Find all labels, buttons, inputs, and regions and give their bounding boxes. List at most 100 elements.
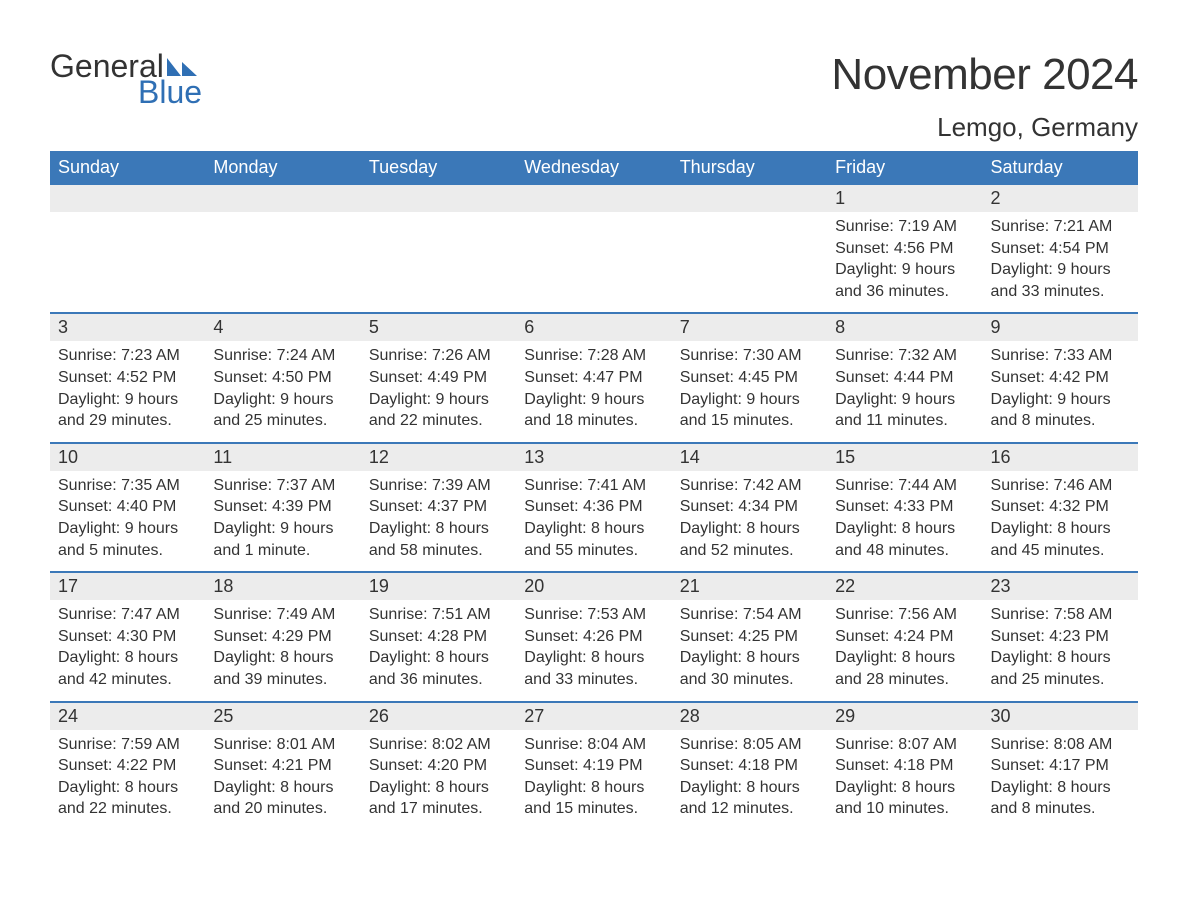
day-details: Sunrise: 7:19 AMSunset: 4:56 PMDaylight:…	[827, 212, 982, 302]
day-number: 30	[983, 703, 1138, 730]
calendar-day: 12Sunrise: 7:39 AMSunset: 4:37 PMDayligh…	[361, 444, 516, 571]
sunset-line: Sunset: 4:56 PM	[835, 238, 974, 260]
sunrise-line: Sunrise: 7:30 AM	[680, 345, 819, 367]
calendar-week: 24Sunrise: 7:59 AMSunset: 4:22 PMDayligh…	[50, 701, 1138, 830]
calendar-day: 21Sunrise: 7:54 AMSunset: 4:25 PMDayligh…	[672, 573, 827, 700]
daylight-line: Daylight: 8 hours and 8 minutes.	[991, 777, 1130, 820]
sunset-line: Sunset: 4:22 PM	[58, 755, 197, 777]
sunset-line: Sunset: 4:54 PM	[991, 238, 1130, 260]
sunrise-line: Sunrise: 8:07 AM	[835, 734, 974, 756]
calendar-day: 9Sunrise: 7:33 AMSunset: 4:42 PMDaylight…	[983, 314, 1138, 441]
day-details: Sunrise: 7:46 AMSunset: 4:32 PMDaylight:…	[983, 471, 1138, 561]
day-number: 17	[50, 573, 205, 600]
sunset-line: Sunset: 4:23 PM	[991, 626, 1130, 648]
day-details: Sunrise: 7:47 AMSunset: 4:30 PMDaylight:…	[50, 600, 205, 690]
calendar-week: 10Sunrise: 7:35 AMSunset: 4:40 PMDayligh…	[50, 442, 1138, 571]
sunset-line: Sunset: 4:50 PM	[213, 367, 352, 389]
day-details: Sunrise: 7:59 AMSunset: 4:22 PMDaylight:…	[50, 730, 205, 820]
weekday-header: Sunday	[50, 151, 205, 185]
calendar-day: 19Sunrise: 7:51 AMSunset: 4:28 PMDayligh…	[361, 573, 516, 700]
day-number: 18	[205, 573, 360, 600]
daylight-line: Daylight: 8 hours and 22 minutes.	[58, 777, 197, 820]
day-details: Sunrise: 7:26 AMSunset: 4:49 PMDaylight:…	[361, 341, 516, 431]
sunrise-line: Sunrise: 7:21 AM	[991, 216, 1130, 238]
calendar: SundayMondayTuesdayWednesdayThursdayFrid…	[50, 151, 1138, 830]
day-details: Sunrise: 8:07 AMSunset: 4:18 PMDaylight:…	[827, 730, 982, 820]
calendar-week: 17Sunrise: 7:47 AMSunset: 4:30 PMDayligh…	[50, 571, 1138, 700]
daylight-line: Daylight: 9 hours and 5 minutes.	[58, 518, 197, 561]
sunset-line: Sunset: 4:52 PM	[58, 367, 197, 389]
sunset-line: Sunset: 4:34 PM	[680, 496, 819, 518]
day-details: Sunrise: 7:35 AMSunset: 4:40 PMDaylight:…	[50, 471, 205, 561]
sunset-line: Sunset: 4:20 PM	[369, 755, 508, 777]
calendar-day: 28Sunrise: 8:05 AMSunset: 4:18 PMDayligh…	[672, 703, 827, 830]
day-number	[361, 185, 516, 212]
daylight-line: Daylight: 8 hours and 48 minutes.	[835, 518, 974, 561]
weekday-header: Saturday	[983, 151, 1138, 185]
sunset-line: Sunset: 4:18 PM	[835, 755, 974, 777]
calendar-day: 25Sunrise: 8:01 AMSunset: 4:21 PMDayligh…	[205, 703, 360, 830]
calendar-day: 2Sunrise: 7:21 AMSunset: 4:54 PMDaylight…	[983, 185, 1138, 312]
day-number	[205, 185, 360, 212]
day-details: Sunrise: 7:33 AMSunset: 4:42 PMDaylight:…	[983, 341, 1138, 431]
day-details: Sunrise: 8:04 AMSunset: 4:19 PMDaylight:…	[516, 730, 671, 820]
sunrise-line: Sunrise: 7:33 AM	[991, 345, 1130, 367]
calendar-day: 13Sunrise: 7:41 AMSunset: 4:36 PMDayligh…	[516, 444, 671, 571]
day-details: Sunrise: 7:56 AMSunset: 4:24 PMDaylight:…	[827, 600, 982, 690]
calendar-day: 27Sunrise: 8:04 AMSunset: 4:19 PMDayligh…	[516, 703, 671, 830]
day-details: Sunrise: 7:28 AMSunset: 4:47 PMDaylight:…	[516, 341, 671, 431]
day-number	[50, 185, 205, 212]
weekday-header: Thursday	[672, 151, 827, 185]
daylight-line: Daylight: 8 hours and 28 minutes.	[835, 647, 974, 690]
day-details: Sunrise: 7:21 AMSunset: 4:54 PMDaylight:…	[983, 212, 1138, 302]
flag-icon	[167, 56, 197, 76]
daylight-line: Daylight: 9 hours and 11 minutes.	[835, 389, 974, 432]
calendar-day: 24Sunrise: 7:59 AMSunset: 4:22 PMDayligh…	[50, 703, 205, 830]
calendar-day: 26Sunrise: 8:02 AMSunset: 4:20 PMDayligh…	[361, 703, 516, 830]
sunset-line: Sunset: 4:18 PM	[680, 755, 819, 777]
day-details: Sunrise: 8:08 AMSunset: 4:17 PMDaylight:…	[983, 730, 1138, 820]
calendar-day: 30Sunrise: 8:08 AMSunset: 4:17 PMDayligh…	[983, 703, 1138, 830]
daylight-line: Daylight: 8 hours and 39 minutes.	[213, 647, 352, 690]
sunset-line: Sunset: 4:19 PM	[524, 755, 663, 777]
day-number: 2	[983, 185, 1138, 212]
sunrise-line: Sunrise: 7:37 AM	[213, 475, 352, 497]
sunrise-line: Sunrise: 7:24 AM	[213, 345, 352, 367]
daylight-line: Daylight: 8 hours and 20 minutes.	[213, 777, 352, 820]
day-number: 21	[672, 573, 827, 600]
day-number: 10	[50, 444, 205, 471]
sunrise-line: Sunrise: 7:58 AM	[991, 604, 1130, 626]
sunset-line: Sunset: 4:25 PM	[680, 626, 819, 648]
daylight-line: Daylight: 8 hours and 10 minutes.	[835, 777, 974, 820]
sunrise-line: Sunrise: 7:39 AM	[369, 475, 508, 497]
day-number: 20	[516, 573, 671, 600]
location-label: Lemgo, Germany	[831, 112, 1138, 143]
daylight-line: Daylight: 9 hours and 29 minutes.	[58, 389, 197, 432]
daylight-line: Daylight: 9 hours and 1 minute.	[213, 518, 352, 561]
sunset-line: Sunset: 4:42 PM	[991, 367, 1130, 389]
calendar-day-empty	[205, 185, 360, 312]
sunset-line: Sunset: 4:21 PM	[213, 755, 352, 777]
sunset-line: Sunset: 4:45 PM	[680, 367, 819, 389]
day-number: 19	[361, 573, 516, 600]
day-details: Sunrise: 7:30 AMSunset: 4:45 PMDaylight:…	[672, 341, 827, 431]
day-details: Sunrise: 7:23 AMSunset: 4:52 PMDaylight:…	[50, 341, 205, 431]
sunrise-line: Sunrise: 8:05 AM	[680, 734, 819, 756]
sunrise-line: Sunrise: 7:54 AM	[680, 604, 819, 626]
day-details: Sunrise: 7:49 AMSunset: 4:29 PMDaylight:…	[205, 600, 360, 690]
calendar-day: 3Sunrise: 7:23 AMSunset: 4:52 PMDaylight…	[50, 314, 205, 441]
sunrise-line: Sunrise: 7:56 AM	[835, 604, 974, 626]
brand-text-2: Blue	[138, 76, 202, 108]
daylight-line: Daylight: 9 hours and 15 minutes.	[680, 389, 819, 432]
sunset-line: Sunset: 4:33 PM	[835, 496, 974, 518]
calendar-week: 3Sunrise: 7:23 AMSunset: 4:52 PMDaylight…	[50, 312, 1138, 441]
day-details: Sunrise: 7:24 AMSunset: 4:50 PMDaylight:…	[205, 341, 360, 431]
sunset-line: Sunset: 4:32 PM	[991, 496, 1130, 518]
sunrise-line: Sunrise: 7:59 AM	[58, 734, 197, 756]
day-number: 29	[827, 703, 982, 730]
sunrise-line: Sunrise: 7:23 AM	[58, 345, 197, 367]
daylight-line: Daylight: 8 hours and 15 minutes.	[524, 777, 663, 820]
daylight-line: Daylight: 8 hours and 25 minutes.	[991, 647, 1130, 690]
calendar-day: 5Sunrise: 7:26 AMSunset: 4:49 PMDaylight…	[361, 314, 516, 441]
day-number: 3	[50, 314, 205, 341]
